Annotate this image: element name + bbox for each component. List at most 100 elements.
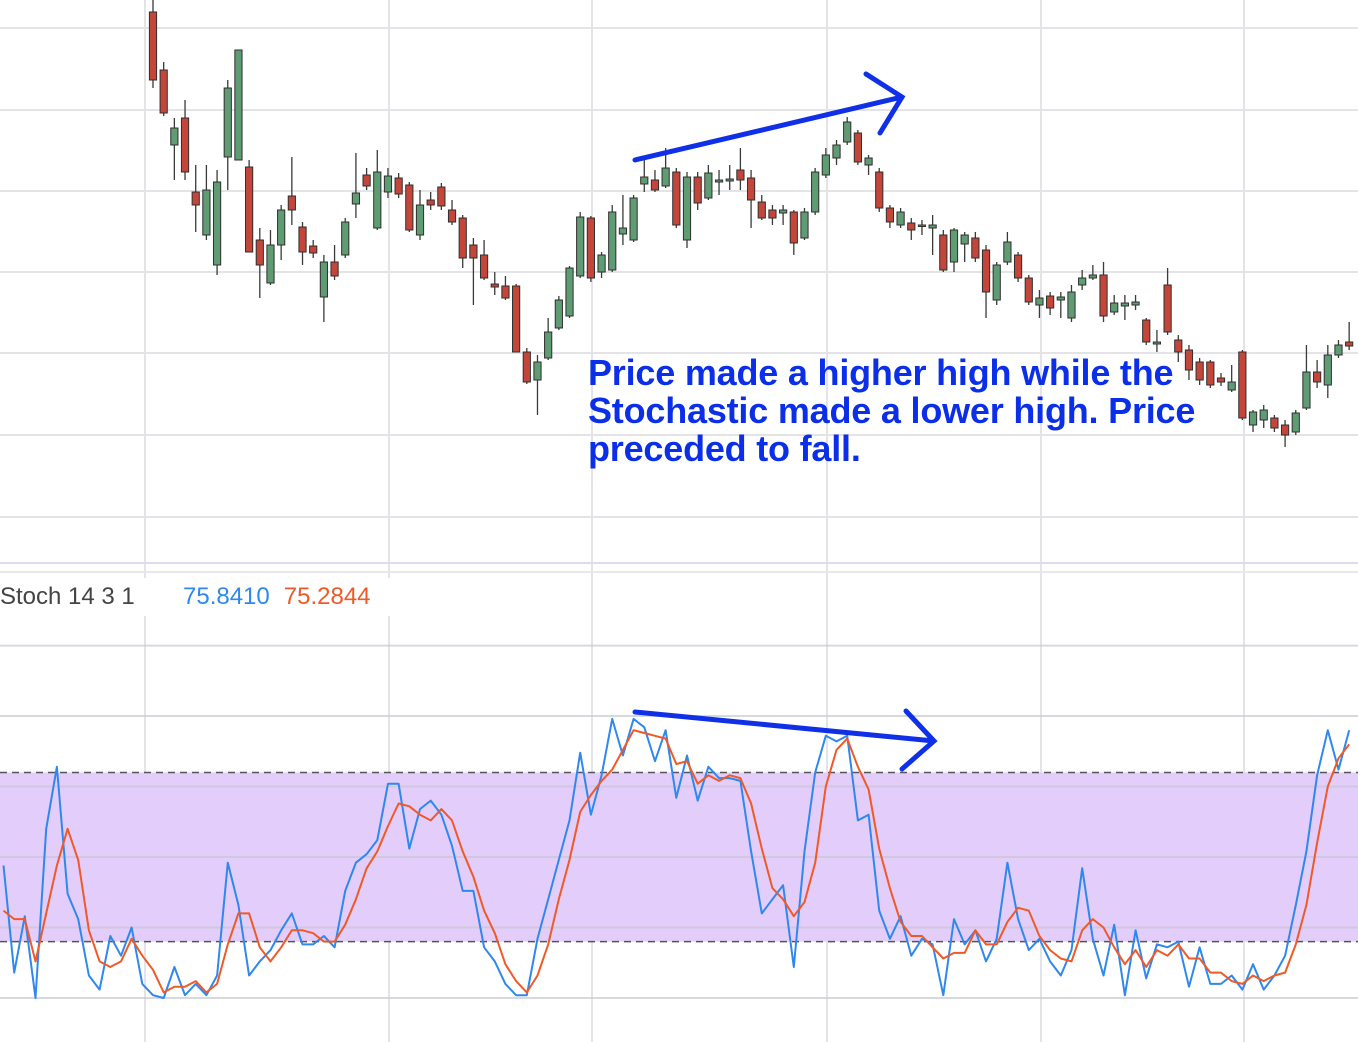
candle-body: [971, 237, 980, 259]
candle-body: [544, 331, 553, 359]
candle-body: [576, 216, 585, 277]
candle-body: [853, 132, 862, 163]
candle-body: [415, 204, 425, 236]
candle-body: [939, 234, 948, 271]
candle-body: [1120, 302, 1129, 307]
candle-body: [650, 179, 660, 191]
candle-body: [704, 172, 713, 199]
candle-body: [757, 201, 766, 219]
candle-body: [458, 217, 467, 259]
candle-body: [736, 169, 745, 181]
candle-body: [266, 244, 275, 284]
candle-body: [885, 207, 895, 223]
candle-body: [949, 229, 959, 263]
candle-body: [896, 211, 905, 226]
candle-body: [1003, 241, 1012, 263]
candle-body: [875, 171, 884, 209]
candle-body: [992, 264, 1001, 301]
candle-body: [981, 249, 991, 293]
candle-body: [1216, 377, 1226, 383]
candle-body: [1163, 284, 1172, 333]
candle-body: [811, 171, 820, 213]
candle-body: [1291, 412, 1300, 433]
candle-body: [618, 227, 628, 235]
candle-body: [597, 254, 606, 273]
candle-body: [309, 245, 318, 254]
candle-body: [362, 174, 371, 187]
annotation-line: Price made a higher high while the: [588, 352, 1174, 393]
candle-body: [1152, 341, 1162, 345]
candle-body: [223, 87, 232, 158]
candle-body: [1184, 349, 1194, 371]
candle-body: [277, 209, 286, 246]
candle-body: [917, 224, 927, 227]
candle-body: [629, 197, 638, 241]
candle-body: [1099, 274, 1108, 317]
candle-body: [255, 239, 264, 266]
candle-body: [672, 171, 681, 226]
candle-body: [960, 234, 969, 245]
annotation-arrow: [632, 71, 906, 163]
candle-body: [202, 189, 211, 236]
candle-body: [394, 177, 403, 195]
candle-body: [1078, 277, 1087, 286]
candle-body: [832, 144, 841, 159]
candle-body: [779, 209, 788, 214]
candle-body: [1206, 361, 1215, 386]
annotation-line: preceded to fall.: [588, 428, 861, 469]
candle-body: [287, 195, 296, 211]
candle-body: [1056, 296, 1065, 301]
candle-body: [746, 177, 756, 201]
candle-body: [170, 127, 179, 146]
candle-body: [1024, 277, 1033, 303]
candle-body: [608, 211, 617, 271]
stoch-line: [2, 729, 1350, 994]
candle-body: [1046, 295, 1055, 309]
candle-body: [1345, 341, 1354, 347]
candle-body: [1142, 319, 1151, 343]
candle-body: [330, 261, 339, 277]
candle-body: [383, 175, 393, 193]
candle-body: [501, 285, 510, 299]
annotation-line: Stochastic made a lower high. Price: [588, 390, 1196, 431]
candle-body: [1302, 371, 1311, 409]
candle-body: [522, 351, 531, 383]
candle-body: [693, 176, 702, 204]
stoch-line: [2, 717, 1351, 999]
candle-body: [789, 211, 798, 244]
legend-title: Stoch 14 3 1: [0, 583, 135, 610]
candle-body: [148, 11, 158, 81]
candle-body: [725, 178, 734, 182]
candle-body: [1013, 254, 1023, 279]
candle-body: [565, 267, 574, 317]
candle-body: [864, 157, 873, 166]
candle-body: [1035, 297, 1044, 306]
annotation-arrow: [632, 708, 938, 772]
candle-body: [373, 171, 382, 229]
candle-body: [1131, 301, 1140, 306]
candle-body: [351, 192, 361, 205]
candle-body: [469, 244, 478, 259]
candle-body: [180, 117, 190, 173]
candle-body: [768, 209, 777, 219]
candle-body: [554, 299, 563, 329]
candle-body: [1270, 417, 1279, 429]
candle-body: [533, 361, 542, 381]
candle-body: [234, 49, 243, 161]
candle-body: [821, 154, 830, 176]
candle-body: [1067, 291, 1076, 319]
candle-body: [1110, 302, 1119, 313]
candle-body: [159, 69, 168, 114]
candle-body: [714, 179, 724, 183]
candle-body: [479, 254, 489, 279]
candle-body: [512, 285, 521, 353]
candle-body: [1088, 274, 1097, 279]
candle-body: [800, 211, 809, 239]
legend-background: [0, 578, 412, 616]
candle-body: [1227, 381, 1236, 391]
candle-body: [1259, 409, 1268, 421]
candle-body: [843, 121, 852, 143]
annotation: Price made a higher high while the Stoch…: [588, 354, 1195, 468]
